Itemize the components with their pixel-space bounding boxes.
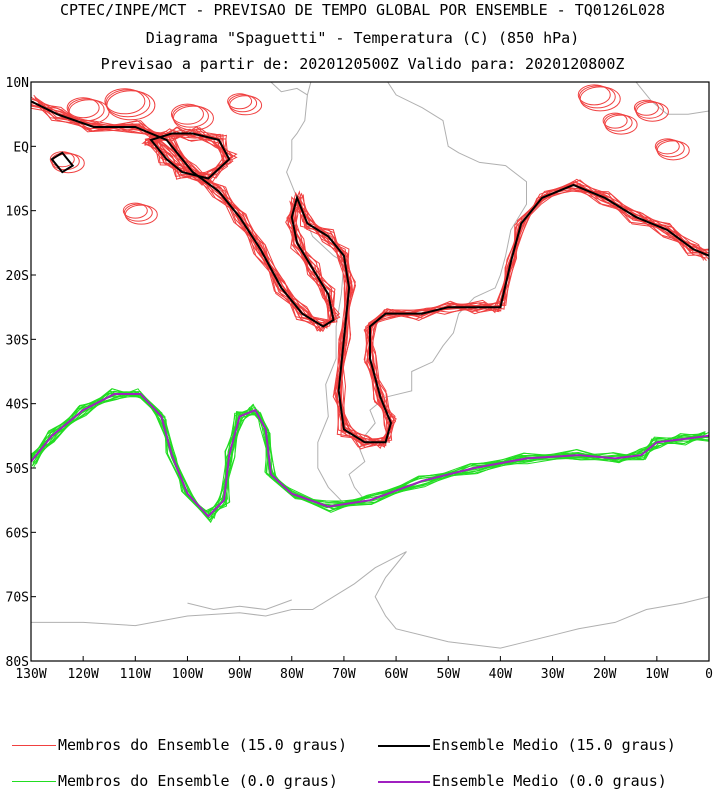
member-15-blob bbox=[51, 153, 85, 174]
lon-label: 70W bbox=[332, 667, 356, 682]
lon-label: 60W bbox=[384, 667, 408, 682]
lat-label: 50S bbox=[6, 462, 29, 477]
coast-antarctic-islands bbox=[187, 599, 292, 611]
member-0-contour bbox=[35, 390, 709, 516]
mean-15-loop bbox=[149, 132, 231, 180]
legend-label-mean-0: Ensemble Medio (0.0 graus) bbox=[432, 772, 667, 790]
member-15-blob bbox=[227, 93, 253, 110]
lat-label: 70S bbox=[6, 591, 29, 606]
lon-label: 130W bbox=[15, 667, 46, 682]
lon-label: 80W bbox=[280, 667, 304, 682]
lon-label: 10W bbox=[645, 667, 669, 682]
member-15-blob bbox=[67, 98, 105, 122]
lon-label: 20W bbox=[593, 667, 617, 682]
member-15-blob bbox=[229, 95, 263, 116]
ensemble-members bbox=[31, 84, 709, 524]
map-frame bbox=[30, 81, 710, 662]
legend-line-member-0 bbox=[12, 781, 56, 782]
member-15-blob bbox=[106, 90, 156, 121]
member-15-blob bbox=[105, 89, 151, 118]
lon-label: 120W bbox=[67, 667, 98, 682]
spaghetti-map: 10N EQ 10S 20S 30S 40S 50S 60S 70S 80S 130W 120W 11… bbox=[6, 0, 713, 682]
member-15-blob bbox=[172, 105, 214, 131]
member-0-contour bbox=[31, 390, 705, 515]
member-15-blob bbox=[123, 203, 153, 222]
chart-date-line: Previsao a partir de: 2020120500Z Valido… bbox=[100, 55, 625, 73]
mean-0-contour bbox=[31, 393, 709, 518]
member-15-blob bbox=[655, 139, 685, 158]
member-15-blob bbox=[171, 104, 209, 128]
member-15-blob bbox=[654, 138, 680, 155]
legend-line-member-15 bbox=[12, 745, 56, 746]
lon-label: 0 bbox=[705, 667, 713, 682]
mean-15-contour bbox=[31, 100, 709, 444]
member-15-contour bbox=[33, 94, 709, 446]
lon-label: 50W bbox=[436, 667, 460, 682]
member-15-blob bbox=[604, 114, 638, 135]
member-15-blob bbox=[635, 101, 669, 122]
member-15-contour bbox=[34, 97, 709, 444]
lat-label: EQ bbox=[13, 140, 29, 155]
member-15-contour bbox=[31, 96, 709, 446]
member-15-loop bbox=[143, 128, 228, 186]
lat-label: 10S bbox=[6, 205, 29, 220]
member-0-contour bbox=[31, 392, 706, 514]
lon-label: 100W bbox=[172, 667, 203, 682]
coast-caribbean bbox=[266, 0, 318, 18]
legend-label-member-15: Membros do Ensemble (15.0 graus) bbox=[58, 736, 347, 754]
lat-label: 80S bbox=[6, 655, 29, 670]
member-15-blob bbox=[66, 97, 100, 119]
lon-label: 110W bbox=[120, 667, 151, 682]
member-15-blob bbox=[633, 99, 659, 116]
member-15-blob bbox=[124, 204, 158, 225]
latitude-axis: 10N EQ 10S 20S 30S 40S 50S 60S 70S 80S bbox=[6, 76, 36, 670]
member-15-blob bbox=[602, 112, 628, 129]
member-15-blob bbox=[634, 100, 664, 119]
lat-label: 40S bbox=[6, 398, 29, 413]
member-15-blob bbox=[578, 85, 616, 109]
member-15-blob bbox=[170, 103, 204, 125]
member-15-contour bbox=[31, 104, 707, 447]
lat-label: 60S bbox=[6, 526, 29, 541]
lon-label: 90W bbox=[228, 667, 252, 682]
lat-label: 30S bbox=[6, 333, 29, 348]
coast-antarctica bbox=[31, 551, 709, 649]
member-15-blob bbox=[104, 88, 146, 115]
member-15-blob bbox=[603, 113, 633, 132]
member-15-contour bbox=[31, 103, 709, 443]
member-15-contour bbox=[31, 107, 704, 448]
member-15-blob bbox=[656, 140, 690, 161]
member-15-blob bbox=[579, 86, 621, 112]
longitude-axis: 130W 120W 110W 100W 90W 80W 70W 60W 50W 40W 30W 20W… bbox=[15, 656, 713, 682]
chart-subtitle: Diagrama "Spaguetti" - Temperatura (C) (… bbox=[145, 29, 580, 47]
lat-label: 20S bbox=[6, 269, 29, 284]
legend-line-mean-15 bbox=[378, 745, 430, 747]
ensemble-means bbox=[31, 100, 709, 518]
member-15-blob bbox=[122, 202, 148, 219]
lat-label: 10N bbox=[6, 76, 29, 91]
member-0-contour bbox=[31, 388, 706, 518]
member-15-blob bbox=[228, 94, 258, 113]
lon-label: 40W bbox=[489, 667, 513, 682]
legend-label-mean-15: Ensemble Medio (15.0 graus) bbox=[432, 736, 676, 754]
coast-central-america bbox=[270, 82, 308, 96]
lon-label: 30W bbox=[541, 667, 565, 682]
coast-south-america bbox=[286, 82, 527, 504]
legend-label-member-0: Membros do Ensemble (0.0 graus) bbox=[58, 772, 338, 790]
chart-title: CPTEC/INPE/MCT - PREVISAO DE TEMPO GLOBA… bbox=[59, 1, 666, 19]
legend-line-mean-0 bbox=[378, 781, 430, 783]
member-15-blob bbox=[577, 84, 611, 106]
member-15-contour bbox=[32, 100, 709, 440]
mean-15-small-loop bbox=[50, 151, 75, 174]
